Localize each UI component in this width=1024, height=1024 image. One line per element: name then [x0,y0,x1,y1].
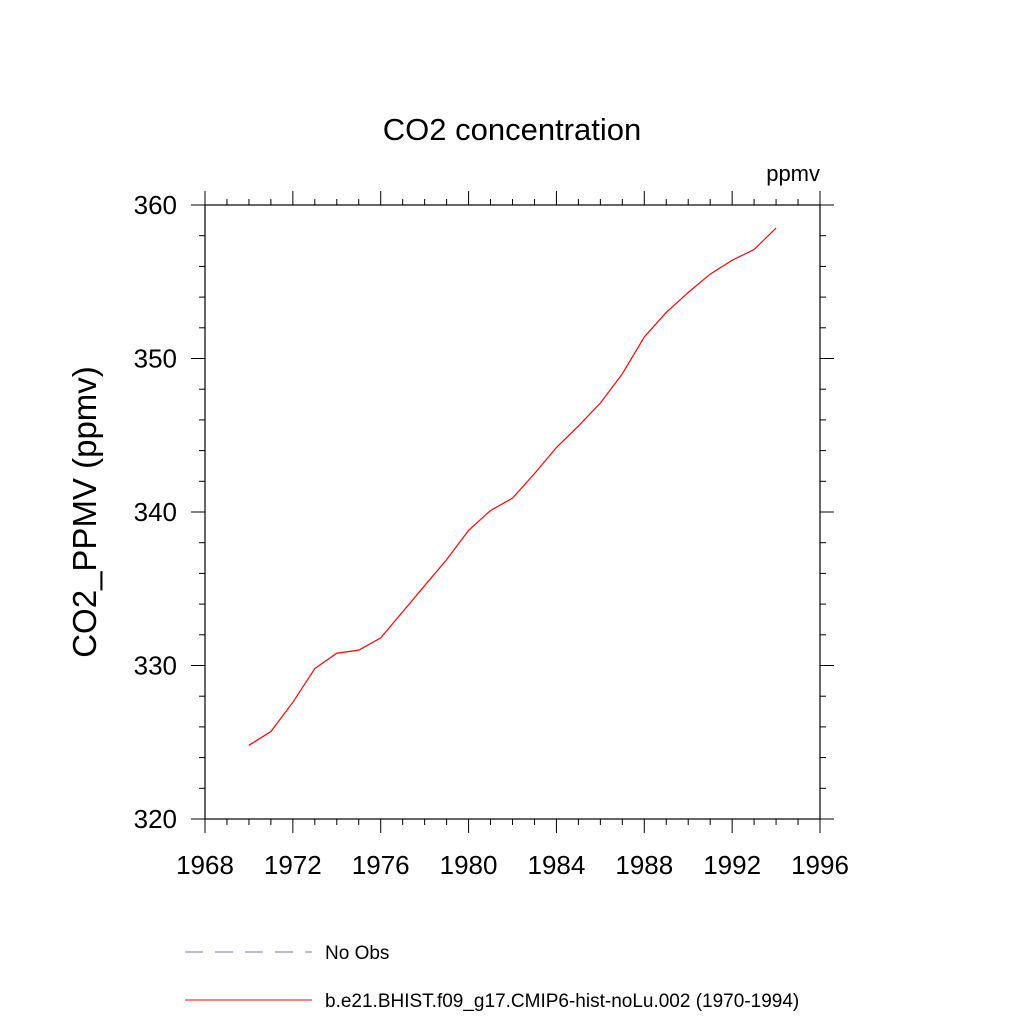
legend-label: No Obs [325,943,389,964]
y-tick-label: 360 [134,190,177,220]
y-axis-label: CO2_PPMV (ppmv) [66,366,103,658]
axis-ticks: 1968 1972 1976 1980 1984 1988 1992 1996 320 330 34… [134,190,849,880]
legend: No Obs b.e21.BHIST.f09_g17.CMIP6-hist-noL… [185,943,799,1012]
y-tick-label: 330 [134,651,177,681]
x-tick-label: 1988 [615,850,673,880]
units-label: ppmv [766,161,820,186]
legend-label: b.e21.BHIST.f09_g17.CMIP6-hist-noLu.002 … [325,991,799,1012]
x-tick-label: 1996 [791,850,849,880]
y-tick-label: 320 [134,804,177,834]
x-tick-label: 1984 [528,850,586,880]
series-line [248,227,777,746]
series-layer [248,227,777,746]
y-tick-label: 350 [134,344,177,374]
x-tick-label: 1968 [176,850,234,880]
x-tick-label: 1976 [352,850,410,880]
x-tick-label: 1992 [703,850,761,880]
plot-frame [204,204,821,820]
y-tick-label: 340 [134,497,177,527]
chart-title: CO2 concentration [383,112,641,147]
x-tick-label: 1980 [440,850,498,880]
x-tick-label: 1972 [264,850,322,880]
